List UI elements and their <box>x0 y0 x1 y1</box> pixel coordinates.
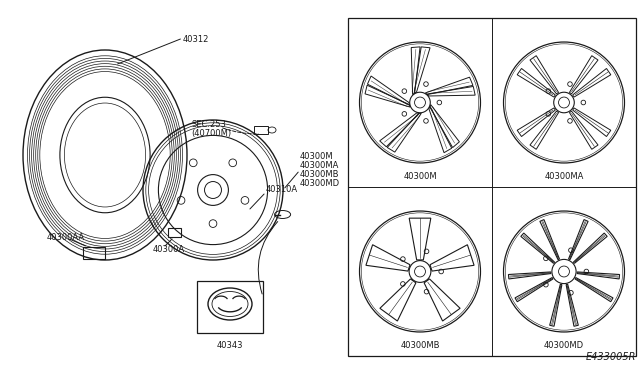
Text: 40310A: 40310A <box>266 185 298 193</box>
Circle shape <box>360 42 481 163</box>
Circle shape <box>360 211 481 332</box>
Circle shape <box>504 211 625 332</box>
Bar <box>168 228 181 237</box>
Text: 40300MD: 40300MD <box>544 341 584 350</box>
Text: 40343: 40343 <box>217 341 243 350</box>
Bar <box>348 18 636 356</box>
Ellipse shape <box>60 97 150 213</box>
Text: 40312: 40312 <box>183 35 209 44</box>
Text: 40300MA: 40300MA <box>300 161 339 170</box>
Bar <box>254 126 268 134</box>
Text: SEC.253: SEC.253 <box>191 120 226 129</box>
Bar <box>83 247 105 259</box>
Text: 40300MB: 40300MB <box>400 341 440 350</box>
Bar <box>197 281 263 333</box>
Text: 40300MA: 40300MA <box>544 172 584 181</box>
Text: (40700M): (40700M) <box>191 129 231 138</box>
Text: 40300A: 40300A <box>153 245 185 254</box>
Text: 40300MB: 40300MB <box>300 170 339 179</box>
Circle shape <box>504 42 625 163</box>
Text: 40300AA: 40300AA <box>47 233 85 242</box>
Text: 40300M: 40300M <box>403 172 437 181</box>
Text: 40300M: 40300M <box>300 152 333 161</box>
Text: 40300MD: 40300MD <box>300 179 340 188</box>
Text: E433005R: E433005R <box>586 352 636 362</box>
